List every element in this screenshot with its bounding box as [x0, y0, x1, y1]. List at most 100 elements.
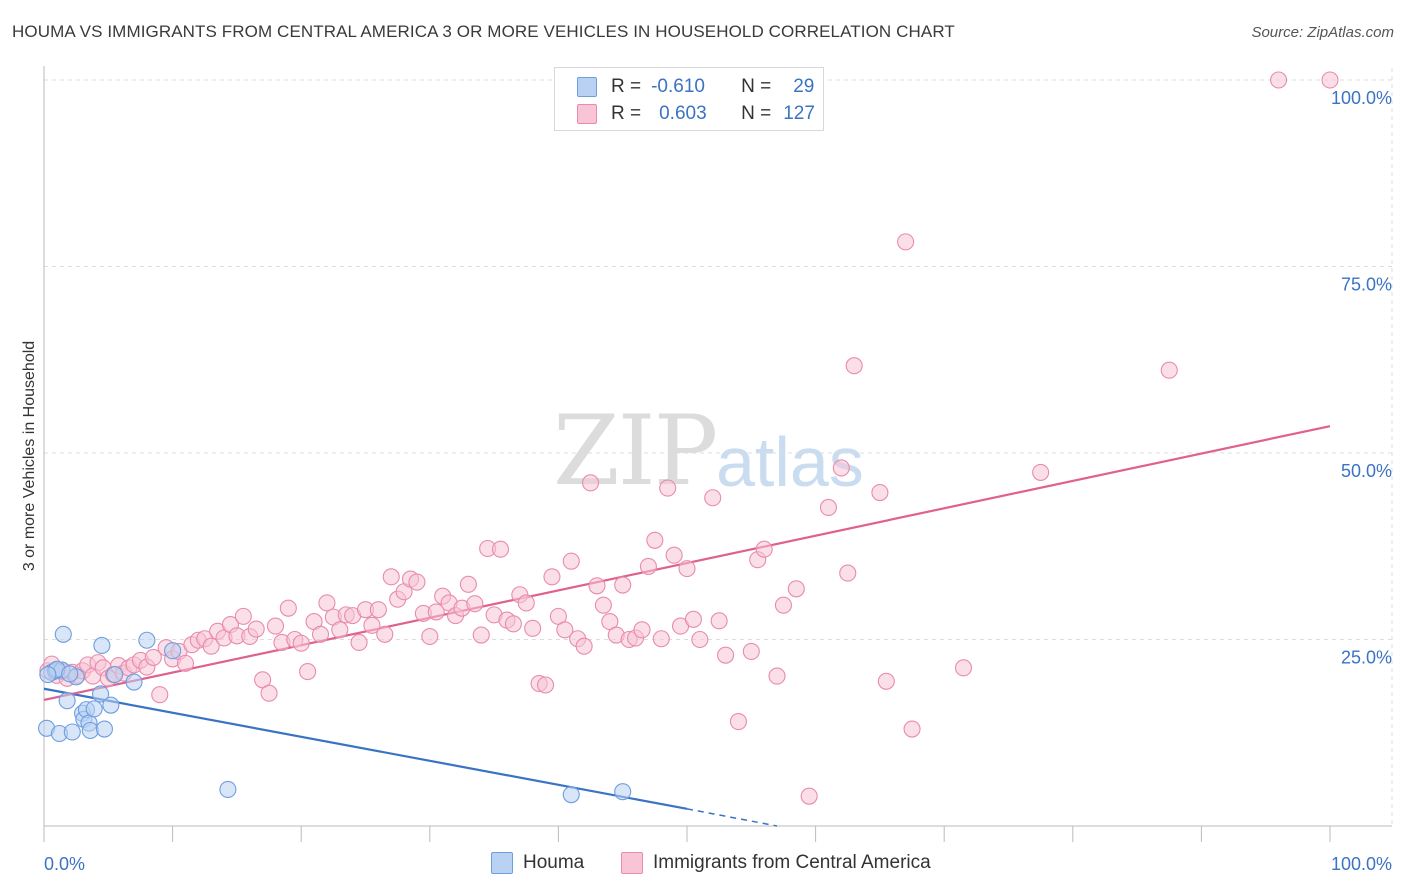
point-central-america: [659, 479, 677, 497]
point-central-america: [292, 634, 310, 652]
point-central-america: [299, 663, 317, 681]
point-central-america: [897, 233, 915, 251]
data-points: [38, 71, 1339, 805]
watermark-zip: ZIP: [553, 395, 718, 507]
point-central-america: [871, 483, 889, 502]
point-central-america: [678, 560, 696, 578]
point-houma: [562, 786, 580, 804]
point-central-america: [202, 637, 220, 655]
point-central-america: [151, 686, 169, 704]
point-central-america: [517, 594, 535, 612]
legend-label-houma: Houma: [523, 852, 585, 873]
point-houma: [95, 720, 113, 738]
point-central-america: [1032, 463, 1050, 481]
point-central-america: [729, 713, 747, 731]
central-america-swatch: [621, 852, 643, 874]
point-central-america: [504, 615, 522, 633]
point-central-america: [1160, 361, 1178, 379]
point-houma: [39, 666, 57, 684]
correlation-legend: R = -0.610 N = 29 R = 0.603 N = 127: [554, 67, 824, 131]
trend-line-houma: [43, 687, 688, 810]
legend-item-central-america: Immigrants from Central America: [621, 852, 931, 874]
x-tick-label: 0.0%: [44, 854, 85, 874]
legend-row-central-america: R = 0.603 N = 127: [577, 102, 815, 126]
point-central-america: [755, 540, 773, 558]
point-houma: [219, 780, 237, 798]
point-central-america: [633, 621, 651, 639]
point-central-america: [266, 617, 285, 635]
r-label: R =: [611, 76, 642, 97]
point-houma: [106, 666, 124, 684]
trend-line-houma-extension: [686, 808, 778, 827]
point-central-america: [588, 577, 606, 595]
source-label: Source: ZipAtlas.com: [1251, 24, 1394, 41]
legend-row-houma: R = -0.610 N = 29: [577, 75, 814, 99]
point-central-america: [562, 552, 580, 570]
point-central-america: [491, 540, 510, 558]
y-tick-label: 100.0%: [1331, 88, 1392, 108]
point-central-america: [376, 625, 394, 643]
point-central-america: [234, 607, 252, 625]
chart-title: HOUMA VS IMMIGRANTS FROM CENTRAL AMERICA…: [12, 22, 955, 41]
point-central-america: [459, 575, 477, 593]
point-houma: [164, 642, 182, 660]
point-central-america: [279, 599, 297, 617]
point-central-america: [684, 610, 702, 628]
point-central-america: [1270, 71, 1288, 89]
point-central-america: [369, 601, 387, 619]
point-central-america: [1321, 71, 1339, 89]
point-central-america: [845, 357, 863, 375]
legend-label-central-america: Immigrants from Central America: [653, 852, 931, 873]
point-central-america: [363, 616, 381, 634]
point-central-america: [543, 568, 561, 586]
n-value: 127: [783, 103, 815, 124]
point-central-america: [954, 659, 973, 677]
r-value: -0.610: [651, 76, 705, 97]
point-houma: [93, 636, 111, 655]
y-tick-label: 25.0%: [1341, 648, 1392, 668]
point-houma: [614, 783, 632, 801]
point-central-america: [311, 625, 330, 643]
point-central-america: [247, 620, 265, 638]
point-central-america: [646, 531, 664, 549]
point-houma: [102, 696, 120, 714]
point-central-america: [839, 564, 857, 582]
central-america-swatch: [577, 104, 597, 124]
point-central-america: [594, 596, 612, 614]
point-central-america: [903, 720, 921, 738]
r-value: 0.603: [659, 103, 707, 124]
y-tick-label: 75.0%: [1341, 275, 1392, 295]
point-houma: [125, 673, 143, 691]
point-houma: [58, 692, 76, 710]
point-houma: [63, 723, 81, 741]
point-houma: [54, 625, 72, 643]
point-central-america: [536, 676, 555, 694]
n-label: N =: [741, 103, 772, 124]
point-central-america: [742, 642, 760, 660]
n-label: N =: [741, 76, 772, 97]
point-central-america: [800, 787, 818, 805]
point-central-america: [144, 648, 162, 666]
point-houma: [85, 700, 103, 718]
point-central-america: [466, 595, 484, 613]
point-houma: [92, 685, 110, 703]
houma-swatch: [577, 77, 597, 97]
point-central-america: [691, 630, 709, 649]
point-central-america: [331, 621, 349, 639]
gridlines: [44, 68, 1393, 826]
point-central-america: [524, 619, 542, 637]
point-central-america: [408, 573, 426, 591]
point-central-america: [556, 621, 574, 639]
point-houma: [138, 631, 156, 649]
point-central-america: [614, 576, 632, 594]
point-central-america: [176, 654, 195, 672]
point-central-america: [819, 498, 838, 517]
point-central-america: [704, 489, 722, 507]
point-central-america: [768, 667, 786, 685]
point-central-america: [581, 474, 600, 492]
point-central-america: [710, 612, 728, 630]
point-central-america: [717, 646, 735, 664]
houma-swatch: [491, 852, 513, 874]
point-central-america: [774, 596, 793, 614]
